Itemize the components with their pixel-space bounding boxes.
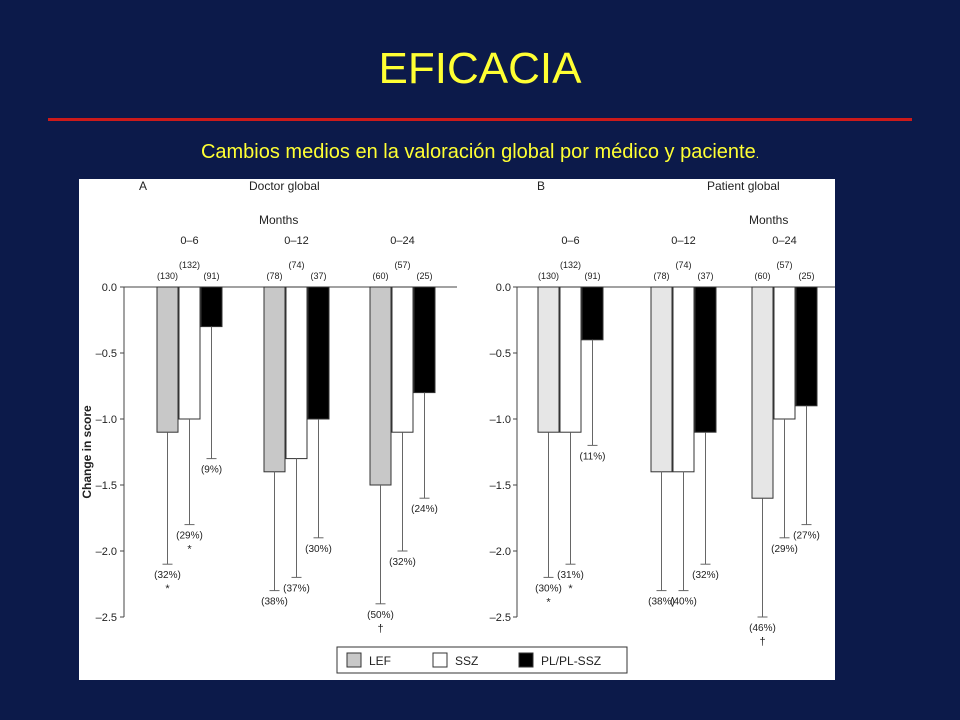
panel-b-title: Patient global bbox=[707, 179, 780, 193]
panel-a-bar-lef bbox=[263, 286, 286, 473]
panel-b-bar-ssz bbox=[559, 286, 582, 433]
panel-b-bar-lef bbox=[650, 286, 673, 473]
panel-a-n-label: (25) bbox=[416, 271, 432, 281]
panel-a-y-tick-label: –1.5 bbox=[96, 480, 117, 492]
panel-a-category-label: 0–12 bbox=[284, 235, 308, 247]
panel-a-bar-ssz bbox=[391, 286, 414, 433]
panel-b-bar-lef bbox=[751, 286, 774, 499]
panel-a-bar-pl-pl-ssz bbox=[413, 286, 436, 394]
subtitle-period: . bbox=[755, 147, 760, 161]
panel-b-pct-label: (40%) bbox=[670, 597, 697, 608]
subtitle-text: Cambios medios en la valoración global p… bbox=[200, 141, 756, 163]
panel-b-pct-label: (46%) bbox=[749, 623, 776, 634]
panel-b-significance-mark: † bbox=[759, 636, 765, 648]
panel-b-y-tick-label: –1.0 bbox=[490, 414, 511, 426]
chart-figure: A Doctor global Months 0.0 –0.5 –1.0 –1.5 –2.0 –… bbox=[79, 179, 835, 680]
legend-swatch bbox=[518, 652, 534, 668]
panel-b-y-tick-label: –1.5 bbox=[490, 480, 511, 492]
panel-a-n-label: (132) bbox=[179, 260, 200, 270]
panel-a-pct-label: (30%) bbox=[305, 544, 332, 555]
panel-a-n-label: (78) bbox=[266, 271, 282, 281]
panel-b-pct-label: (31%) bbox=[557, 570, 584, 581]
panel-b-n-label: (130) bbox=[538, 271, 559, 281]
panel-a-pct-label: (37%) bbox=[283, 583, 310, 594]
panel-a-category-label: 0–6 bbox=[180, 235, 198, 247]
panel-a-bar-ssz bbox=[178, 286, 201, 420]
panel-b-bar-ssz bbox=[773, 286, 796, 420]
panel-b-pct-label: (30%) bbox=[535, 583, 562, 594]
panel-a-y-tick-label: –1.0 bbox=[96, 414, 117, 426]
panel-b-category-label: 0–6 bbox=[561, 235, 579, 247]
panel-b-n-label: (132) bbox=[560, 260, 581, 270]
panel-a-pct-label: (24%) bbox=[411, 504, 438, 515]
panel-a-significance-mark: * bbox=[187, 544, 192, 556]
panel-b-months-label: Months bbox=[749, 213, 788, 227]
legend-label: SSZ bbox=[455, 654, 478, 668]
panel-a-significance-mark: † bbox=[377, 623, 383, 635]
panel-b-category-label: 0–12 bbox=[671, 235, 695, 247]
panel-b-n-label: (78) bbox=[653, 271, 669, 281]
panel-a-bar-pl-pl-ssz bbox=[307, 286, 330, 420]
panel-b-pct-label: (38%) bbox=[648, 597, 675, 608]
panel-b-significance-mark: * bbox=[568, 583, 573, 595]
panel-b-bar-pl-pl-ssz bbox=[581, 286, 604, 341]
panel-b-n-label: (57) bbox=[776, 260, 792, 270]
panel-b-n-label: (60) bbox=[754, 271, 770, 281]
panel-b-n-label: (25) bbox=[798, 271, 814, 281]
panel-a-y-tick-label: –2.5 bbox=[96, 612, 117, 624]
panel-b-bar-lef bbox=[537, 286, 560, 433]
panel-a-n-label: (74) bbox=[288, 260, 304, 270]
panel-b-pct-label: (29%) bbox=[771, 544, 798, 555]
panel-a-pct-label: (29%) bbox=[176, 531, 203, 542]
chart-svg: A Doctor global Months 0.0 –0.5 –1.0 –1.5 –2.0 –… bbox=[80, 179, 835, 674]
panel-b-y-tick-label: –2.5 bbox=[490, 612, 511, 624]
panel-a-bar-lef bbox=[369, 286, 392, 486]
panel-a-n-label: (37) bbox=[310, 271, 326, 281]
panel-a-bar-pl-pl-ssz bbox=[200, 286, 223, 328]
panel-b-y-tick-label: 0.0 bbox=[496, 282, 511, 294]
panel-b-bar-pl-pl-ssz bbox=[694, 286, 717, 433]
panel-a-letter: A bbox=[139, 179, 147, 193]
panel-a-n-label: (60) bbox=[372, 271, 388, 281]
title-divider bbox=[48, 118, 912, 121]
panel-a-title: Doctor global bbox=[249, 179, 320, 193]
panel-a-bar-ssz bbox=[285, 286, 308, 460]
panel-a-category-label: 0–24 bbox=[390, 235, 414, 247]
panel-a-months-label: Months bbox=[259, 213, 298, 227]
legend-label: PL/PL-SSZ bbox=[541, 654, 601, 668]
panel-a-y-axis-label: Change in score bbox=[80, 405, 94, 499]
slide-subtitle: Cambios medios en la valoración global p… bbox=[0, 141, 960, 164]
legend-swatch bbox=[432, 652, 448, 668]
panel-a-pct-label: (50%) bbox=[367, 610, 394, 621]
panel-a-significance-mark: * bbox=[165, 583, 170, 595]
panel-a-n-label: (130) bbox=[157, 271, 178, 281]
panel-b-n-label: (91) bbox=[584, 271, 600, 281]
slide-title: EFICACIA bbox=[378, 44, 582, 93]
panel-b-category-label: 0–24 bbox=[772, 235, 796, 247]
panel-b-n-label: (37) bbox=[697, 271, 713, 281]
panel-b-bar-ssz bbox=[672, 286, 695, 473]
legend-swatch bbox=[346, 652, 362, 668]
panel-a-bar-lef bbox=[156, 286, 179, 433]
legend-box bbox=[336, 646, 628, 674]
panel-b-pct-label: (32%) bbox=[692, 570, 719, 581]
legend-label: LEF bbox=[369, 654, 391, 668]
panel-a-pct-label: (9%) bbox=[201, 465, 222, 476]
panel-a-y-tick-label: 0.0 bbox=[102, 282, 117, 294]
panel-a-pct-label: (32%) bbox=[154, 570, 181, 581]
panel-a-pct-label: (32%) bbox=[389, 557, 416, 568]
panel-b-significance-mark: * bbox=[546, 596, 551, 608]
panel-a-n-label: (57) bbox=[394, 260, 410, 270]
panel-b-pct-label: (11%) bbox=[580, 451, 606, 462]
panel-b-y-tick-label: –0.5 bbox=[490, 348, 511, 360]
panel-a-y-tick-label: –2.0 bbox=[96, 546, 117, 558]
panel-a-pct-label: (38%) bbox=[261, 597, 288, 608]
panel-b-n-label: (74) bbox=[675, 260, 691, 270]
panel-a-n-label: (91) bbox=[203, 271, 219, 281]
panel-b-bar-pl-pl-ssz bbox=[795, 286, 818, 407]
panel-b-pct-label: (27%) bbox=[793, 531, 820, 542]
panel-a-y-tick-label: –0.5 bbox=[96, 348, 117, 360]
panel-b-letter: B bbox=[537, 179, 545, 193]
panel-b-y-tick-label: –2.0 bbox=[490, 546, 511, 558]
